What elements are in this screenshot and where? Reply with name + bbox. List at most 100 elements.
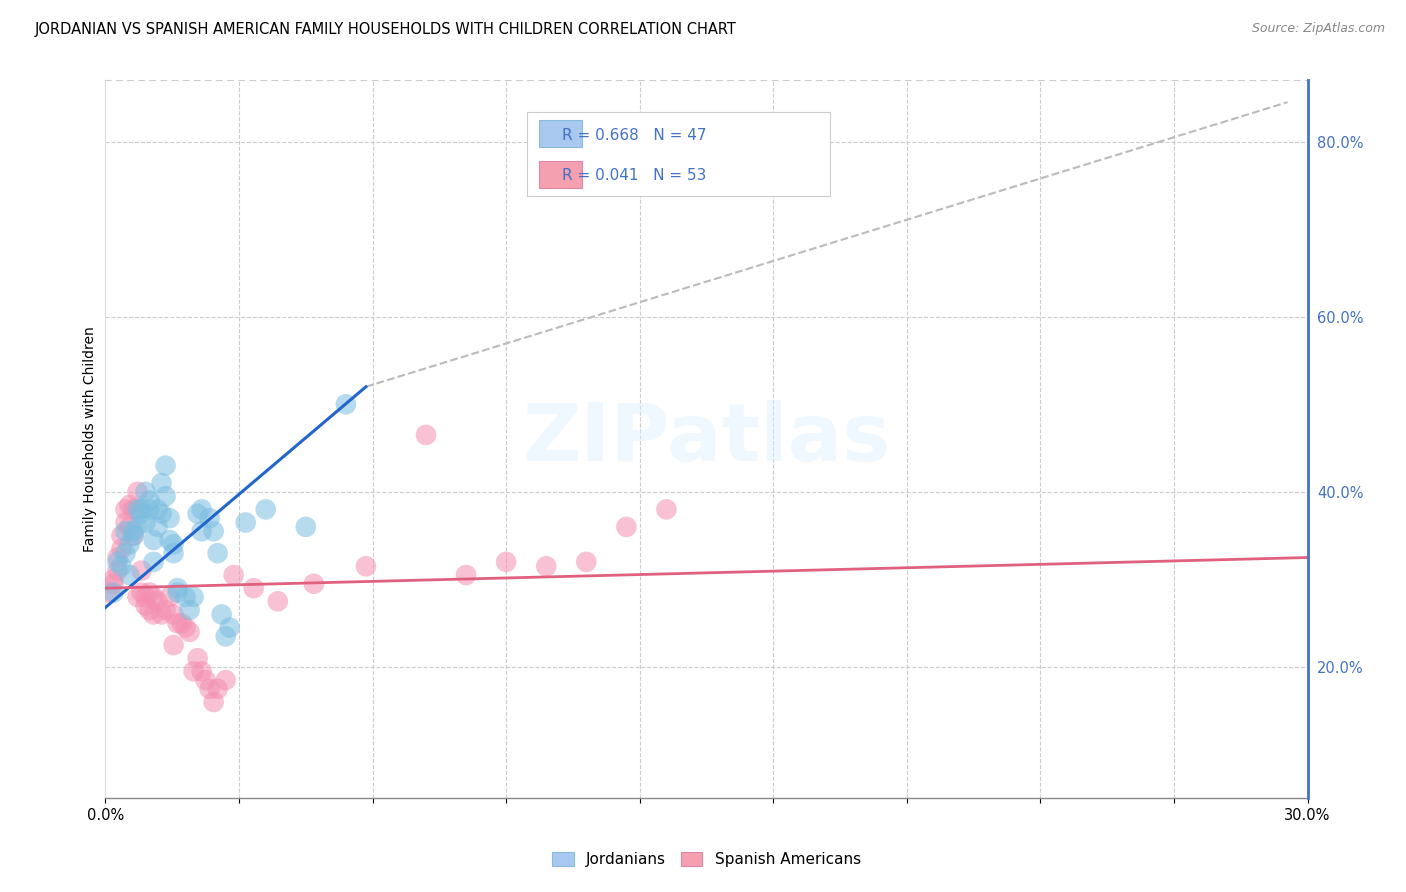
Point xyxy=(142,555,165,569)
Point xyxy=(183,590,205,604)
Point xyxy=(162,546,184,560)
Point xyxy=(190,502,212,516)
Point xyxy=(194,673,217,687)
Point xyxy=(174,590,197,604)
Point xyxy=(295,520,318,534)
Point xyxy=(131,502,153,516)
Point xyxy=(131,507,153,521)
Point xyxy=(135,484,157,499)
Point xyxy=(150,507,173,521)
Point xyxy=(122,524,145,539)
Point xyxy=(162,607,184,622)
Point xyxy=(146,594,169,608)
Text: R = 0.668   N = 47: R = 0.668 N = 47 xyxy=(562,128,707,143)
Point xyxy=(138,585,160,599)
Point xyxy=(454,568,477,582)
Y-axis label: Family Households with Children: Family Households with Children xyxy=(83,326,97,552)
Point xyxy=(150,476,173,491)
Point xyxy=(302,576,325,591)
Point xyxy=(235,516,257,530)
Point xyxy=(354,559,377,574)
Point xyxy=(131,585,153,599)
Point xyxy=(110,559,132,574)
Point xyxy=(179,603,201,617)
Point xyxy=(114,524,136,539)
Point xyxy=(415,428,437,442)
Point xyxy=(127,520,149,534)
Point xyxy=(122,502,145,516)
Point xyxy=(335,397,357,411)
Point xyxy=(107,555,129,569)
Point xyxy=(131,564,153,578)
Point xyxy=(218,621,240,635)
Point xyxy=(122,528,145,542)
Point xyxy=(174,621,197,635)
Point xyxy=(575,555,598,569)
Point xyxy=(103,573,125,587)
Point xyxy=(190,665,212,679)
Point xyxy=(103,576,125,591)
Point xyxy=(135,516,157,530)
Point xyxy=(187,651,209,665)
Point xyxy=(166,581,188,595)
Point xyxy=(211,607,233,622)
Point xyxy=(159,511,181,525)
Bar xyxy=(540,120,582,147)
Point xyxy=(170,616,193,631)
Point xyxy=(138,493,160,508)
Point xyxy=(142,533,165,547)
Point xyxy=(159,533,181,547)
Point xyxy=(267,594,290,608)
Point xyxy=(118,568,141,582)
Point xyxy=(214,629,236,643)
Point xyxy=(98,585,121,599)
Point xyxy=(114,546,136,560)
Point xyxy=(107,564,129,578)
Text: ZIPatlas: ZIPatlas xyxy=(523,401,890,478)
Point xyxy=(162,537,184,551)
Point xyxy=(198,681,221,696)
Point xyxy=(207,546,229,560)
Point xyxy=(214,673,236,687)
Point xyxy=(166,616,188,631)
Text: Source: ZipAtlas.com: Source: ZipAtlas.com xyxy=(1251,22,1385,36)
Point xyxy=(616,520,638,534)
Point xyxy=(107,550,129,565)
Point xyxy=(127,590,149,604)
Point xyxy=(114,516,136,530)
Point xyxy=(202,524,225,539)
Bar xyxy=(540,161,582,188)
Point xyxy=(159,590,181,604)
Point xyxy=(135,590,157,604)
Point xyxy=(254,502,277,516)
Text: R = 0.041   N = 53: R = 0.041 N = 53 xyxy=(562,168,707,183)
Point xyxy=(202,695,225,709)
Point xyxy=(127,502,149,516)
Point xyxy=(103,585,125,599)
Point xyxy=(138,603,160,617)
Point xyxy=(166,585,188,599)
Point xyxy=(655,502,678,516)
Point xyxy=(118,498,141,512)
Point xyxy=(179,624,201,639)
Point xyxy=(142,590,165,604)
Point xyxy=(155,603,177,617)
Point xyxy=(222,568,245,582)
Point xyxy=(190,524,212,539)
Point xyxy=(183,665,205,679)
Point xyxy=(495,555,517,569)
Point xyxy=(146,502,169,516)
Point xyxy=(114,502,136,516)
Point xyxy=(207,681,229,696)
Point xyxy=(127,484,149,499)
Point xyxy=(138,502,160,516)
Point xyxy=(155,489,177,503)
Point xyxy=(187,507,209,521)
Point xyxy=(155,458,177,473)
Point xyxy=(198,511,221,525)
Point xyxy=(162,638,184,652)
Point xyxy=(142,607,165,622)
Point xyxy=(122,528,145,542)
Point xyxy=(242,581,264,595)
Point xyxy=(135,599,157,613)
